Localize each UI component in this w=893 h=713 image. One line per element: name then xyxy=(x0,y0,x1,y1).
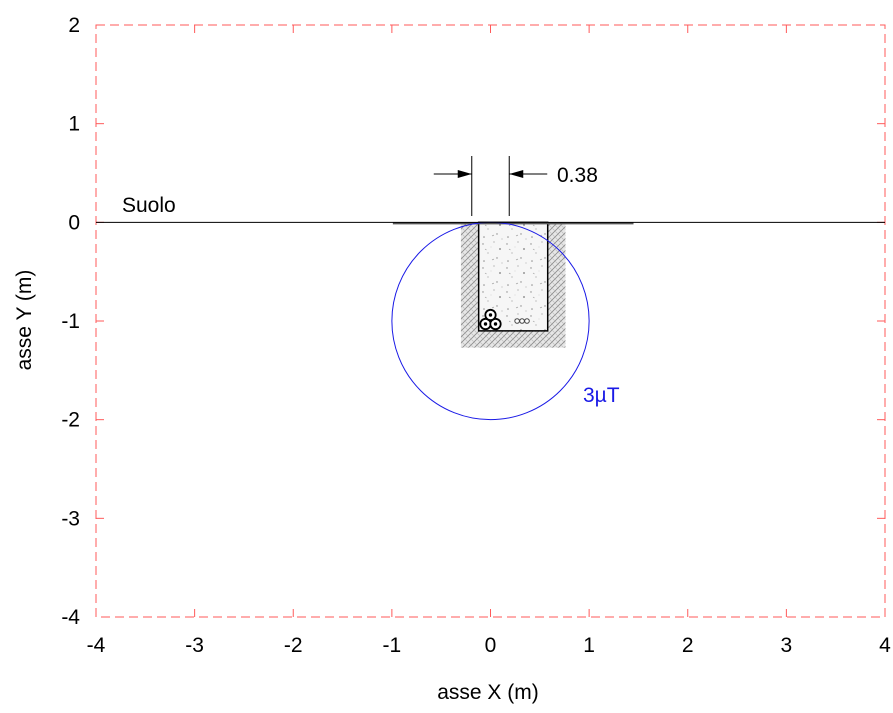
x-axis-title: asse X (m) xyxy=(437,681,539,704)
cable-core xyxy=(483,322,488,326)
auxiliary-cable xyxy=(514,318,520,324)
contour-label: 3µT xyxy=(583,384,620,407)
x-tick-label: -2 xyxy=(284,634,303,657)
cable-core xyxy=(493,322,498,326)
tick-labels: -4 -3 -2 -1 0 1 2 3 4 2 1 0 -1 -2 -3 -4 xyxy=(61,14,891,657)
y-tick-label: 2 xyxy=(68,14,80,37)
y-tick-label: -2 xyxy=(61,409,80,432)
y-tick-label: -4 xyxy=(61,606,80,629)
y-tick-label: -1 xyxy=(61,310,80,333)
ground-label: Suolo xyxy=(122,194,176,217)
y-tick-label: 1 xyxy=(68,113,80,136)
auxiliary-cable xyxy=(524,318,530,324)
x-tick-label: 4 xyxy=(879,634,891,657)
x-tick-label: -3 xyxy=(185,634,204,657)
cable-core xyxy=(488,313,493,317)
plot-frame xyxy=(95,24,886,618)
dimension-arrow-left xyxy=(457,170,472,178)
x-tick-label: 0 xyxy=(485,634,497,657)
x-tick-label: 3 xyxy=(781,634,793,657)
y-tick-label: 0 xyxy=(68,211,80,234)
dimension-annotation xyxy=(433,156,548,216)
auxiliary-cable xyxy=(519,318,525,324)
dimension-label: 0.38 xyxy=(557,164,598,187)
x-tick-label: 1 xyxy=(583,634,595,657)
x-tick-label: -4 xyxy=(87,634,106,657)
plot-border xyxy=(95,24,886,618)
x-tick-label: -1 xyxy=(383,634,402,657)
x-tick-label: 2 xyxy=(682,634,694,657)
y-tick-label: -3 xyxy=(61,507,80,530)
dimension-arrow-right xyxy=(509,170,524,178)
cable-trench xyxy=(392,221,634,348)
y-axis-title: asse Y (m) xyxy=(13,270,36,371)
